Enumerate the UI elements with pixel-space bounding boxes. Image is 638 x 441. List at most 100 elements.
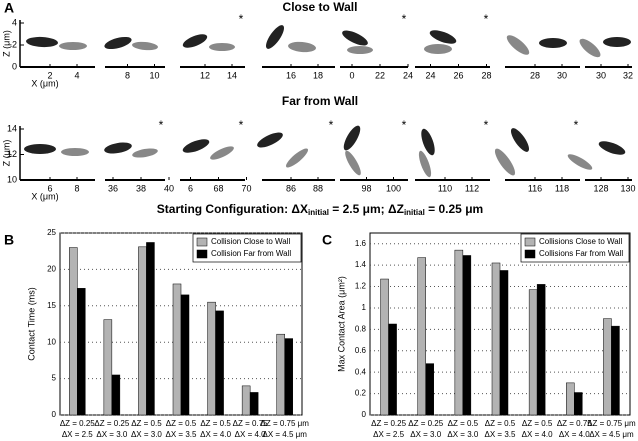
cell [347,46,373,54]
x-tick-label: 22 [375,70,385,80]
y-axis-label: Z (μm) [1,30,11,57]
x-tick-label: ΔX = 4.0 [559,430,590,439]
y-tick-label: 20 [47,265,56,274]
x-tick-label: ΔZ = 0.25 [371,419,406,428]
y-axis-label: Max Contact Area (μm²) [336,276,346,372]
bar [111,374,121,416]
marker: * [574,118,579,132]
x-tick-label: ΔZ = 0.5 [200,419,231,428]
x-tick-label: ΔX = 4.0 [200,430,231,439]
x-tick-label: 38 [136,183,146,193]
x-tick-label: 100 [386,183,401,193]
bar [536,284,546,416]
y-tick-label: 25 [47,228,56,237]
legend-label: Collision Far from Wall [211,249,291,258]
x-tick-label: ΔX = 2.5 [62,430,93,439]
cell [567,154,593,170]
x-axis-label: X (μm) [31,191,58,201]
bar [249,392,259,416]
cell [59,42,87,50]
x-tick-label: 118 [555,183,569,193]
bar [138,246,147,416]
legend-swatch [196,249,208,259]
cell [104,142,132,154]
y-tick-label: 2 [12,39,17,49]
bar [241,385,251,416]
x-tick-label: 40 [164,183,174,193]
cell [418,150,432,178]
x-tick-label: 86 [286,183,296,193]
x-tick-label: ΔZ = 0.5 [166,419,197,428]
cell [26,36,58,48]
x-tick-label: ΔZ = 0.5 [522,419,553,428]
x-tick-label: 0 [349,70,354,80]
x-tick-label: 116 [528,183,542,193]
x-tick-label: 6 [47,183,52,193]
x-tick-label: 28 [481,70,491,80]
row-title: Close to Wall [283,0,358,14]
cell [598,141,626,155]
x-tick-label: 70 [241,183,251,193]
x-tick-label: ΔX = 3.0 [96,430,127,439]
x-tick-label: 36 [108,183,118,193]
panel-label: A [4,0,14,16]
x-tick-label: 10 [149,70,159,80]
bar [276,333,285,416]
x-tick-label: ΔZ = 0.25 [60,419,95,428]
x-tick-label: 8 [125,70,130,80]
x-tick-label: 32 [623,70,633,80]
marker: * [159,118,164,132]
cell [424,44,452,54]
legend-label: Collision Close to Wall [211,237,291,246]
y-tick-label: 10 [7,174,17,184]
x-tick-label: ΔZ = 0.5 [448,419,479,428]
x-tick-label: 12 [200,70,210,80]
x-tick-label: ΔX = 3.5 [166,430,197,439]
cell [579,38,601,58]
cell [285,148,309,168]
cell [209,43,235,51]
x-tick-label: 28 [530,70,540,80]
cell [257,132,283,148]
cell [494,148,516,176]
cell [539,38,567,48]
y-axis-label: Z (μm) [1,140,11,167]
cell [61,148,89,156]
cell [24,144,56,154]
y-tick-label: 12 [7,149,17,159]
marker: * [402,118,407,132]
cell [342,30,368,46]
cell [343,125,361,151]
cell [506,35,530,55]
marker: * [239,12,244,26]
x-tick-label: ΔZ = 0.75 [233,419,268,428]
y-tick-label: 10 [47,337,56,346]
legend-swatch [524,237,536,247]
y-tick-label: 15 [47,301,56,310]
x-tick-label: 88 [313,183,323,193]
caption: Starting Configuration: ΔXinitial = 2.5 … [157,202,483,217]
x-tick-label: 4 [74,70,79,80]
x-tick-label: ΔZ = 0.25 [94,419,129,428]
cell [132,41,158,51]
bar [611,325,620,416]
cell [603,37,631,47]
bar [103,319,113,416]
cell [288,41,316,53]
y-tick-label: 0.4 [355,367,367,376]
y-tick-label: 14 [7,123,17,133]
x-tick-label: ΔX = 3.5 [485,430,516,439]
cell [210,146,234,160]
x-tick-label: 26 [453,70,463,80]
y-tick-label: 1 [362,303,367,312]
panel-label: C [322,232,332,248]
x-tick-label: ΔZ = 0.25 [408,419,443,428]
y-tick-label: 0 [52,410,57,419]
x-tick-label: 110 [438,183,452,193]
x-tick-label: 30 [557,70,567,80]
bar [146,242,155,416]
y-tick-label: 4 [12,17,17,27]
x-axis-label: X (μm) [31,78,58,88]
y-tick-label: 0.8 [355,324,367,333]
bar [380,278,389,416]
